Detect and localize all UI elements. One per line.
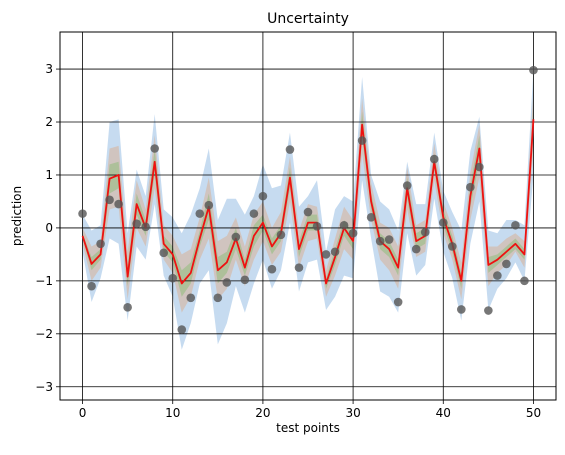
data-point [258,191,268,201]
prediction-line [81,119,535,285]
data-point [267,264,277,274]
grid-lines [60,32,556,400]
data-point [429,154,439,164]
data-point [294,263,304,272]
data-point [204,200,214,210]
data-point [231,232,241,242]
data-point [195,209,205,218]
data-point [78,209,87,218]
data-point [285,145,295,154]
data-point [348,228,358,238]
data-point [132,219,141,228]
data-point [520,276,529,286]
data-point [411,244,421,254]
x-tick-label: 30 [345,406,360,420]
data-point [493,271,502,280]
data-point [312,222,322,231]
y-tick-label: 1 [45,168,53,182]
y-axis-title: prediction [10,186,24,246]
data-point [186,293,196,303]
x-tick-label: 50 [526,406,541,420]
data-point [303,207,313,217]
data-point [438,218,448,227]
data-point [420,227,430,237]
data-point [402,181,412,190]
data-point [141,222,150,232]
data-point [96,239,105,249]
x-tick-label: 40 [436,406,451,420]
data-point [511,220,520,230]
y-tick-label: 0 [45,221,53,235]
data-point [339,220,349,230]
prediction-line-layer [81,119,535,285]
y-tick-label: 2 [45,115,53,129]
y-tick-label: 3 [45,62,53,76]
data-point [393,297,403,307]
data-point [276,230,286,240]
uncertainty-band-3 [82,106,534,297]
observed-points [78,65,538,334]
data-point [484,306,493,315]
data-point [150,144,159,153]
data-point [366,213,376,222]
data-point [466,182,475,192]
x-axis-title: test points [276,421,340,435]
data-point [213,293,223,303]
data-point [159,248,169,258]
y-tick-label: −2 [35,327,53,341]
data-point [502,259,511,269]
data-point [123,303,132,312]
data-point [249,209,259,218]
plot-frame [59,31,557,401]
data-point [384,235,394,244]
x-tick-label: 10 [165,406,180,420]
x-tick-label: 20 [255,406,270,420]
data-point [357,136,367,145]
axis-ticks: 0 10 20 30 40 50 −3 −2 −1 0 1 2 3 [35,62,541,420]
data-point [457,305,466,314]
data-point [475,162,484,172]
data-point [87,281,96,291]
y-tick-label: −1 [35,274,53,288]
data-point [447,242,457,251]
x-tick-label: 0 [79,406,87,420]
data-point [105,195,114,205]
data-point [375,236,385,246]
data-point [240,275,250,285]
chart-title: Uncertainty [267,11,349,27]
data-point [330,247,340,257]
data-point [114,199,123,209]
data-point [168,273,178,283]
data-point [529,65,538,75]
data-point [177,325,187,334]
data-point [222,278,232,287]
y-tick-label: −3 [35,380,53,394]
data-point [321,250,331,259]
